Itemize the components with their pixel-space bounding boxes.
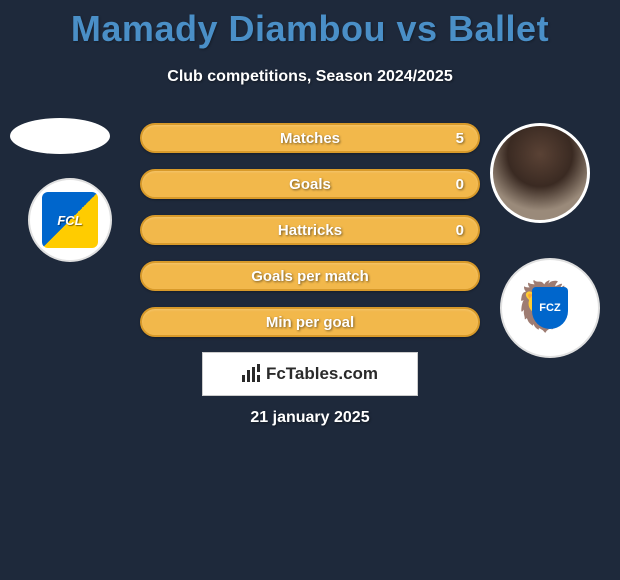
stat-label: Hattricks (278, 222, 342, 239)
fcz-logo: 🦁 FCZ (520, 278, 580, 338)
stat-label: Matches (280, 130, 340, 147)
page-title: Mamady Diambou vs Ballet (0, 0, 620, 50)
stat-row-matches: Matches 5 (140, 123, 480, 153)
player-photo-right (490, 123, 590, 223)
stat-row-goals: Goals 0 (140, 169, 480, 199)
stat-value-right: 5 (456, 130, 464, 147)
club-badge-right: 🦁 FCZ (500, 258, 600, 358)
club-badge-left: FCL (28, 178, 112, 262)
stat-label: Min per goal (266, 314, 354, 331)
stat-row-min-per-goal: Min per goal (140, 307, 480, 337)
date-text: 21 january 2025 (0, 409, 620, 427)
stat-label: Goals per match (251, 268, 369, 285)
stat-row-hattricks: Hattricks 0 (140, 215, 480, 245)
stat-value-right: 0 (456, 176, 464, 193)
stat-label: Goals (289, 176, 331, 193)
page-subtitle: Club competitions, Season 2024/2025 (0, 68, 620, 86)
fcz-shield: FCZ (532, 287, 568, 329)
stat-value-right: 0 (456, 222, 464, 239)
fctables-logo[interactable]: FcTables.com (202, 352, 418, 396)
stats-container: Matches 5 Goals 0 Hattricks 0 Goals per … (140, 123, 480, 353)
logo-text: FcTables.com (266, 364, 378, 384)
fcl-logo: FCL (42, 192, 98, 248)
stat-row-goals-per-match: Goals per match (140, 261, 480, 291)
player-photo-left-placeholder (10, 118, 110, 154)
chart-icon (242, 366, 262, 382)
